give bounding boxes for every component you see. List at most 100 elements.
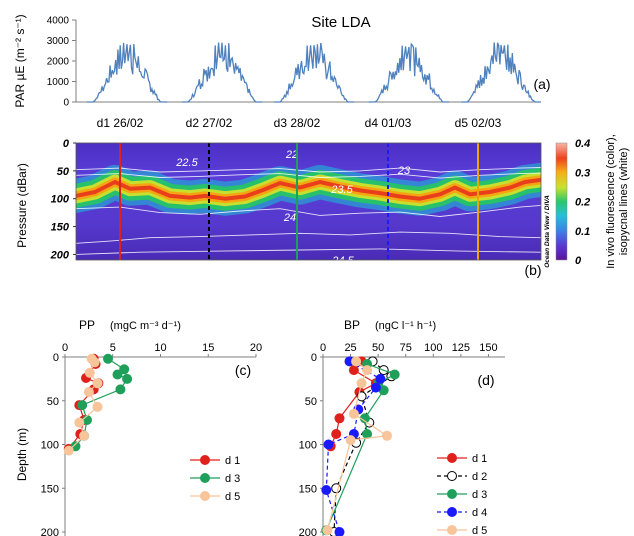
data-point <box>351 356 362 367</box>
x-tick-label: 50 <box>372 342 384 354</box>
legend-marker <box>200 455 210 465</box>
data-point <box>348 408 359 419</box>
y-tick-label: 2000 <box>47 57 70 68</box>
y-tick-label: 100 <box>299 440 317 452</box>
legend-label: d 1 <box>472 453 487 465</box>
colorbar-tick-label: 0.1 <box>575 226 590 238</box>
data-point <box>112 369 123 380</box>
par-panel: 0 1000 2000 3000 4000 PAR µE (m⁻² s⁻¹) (a) <box>13 14 551 108</box>
par-day-curve <box>461 42 541 103</box>
legend-marker <box>447 525 457 535</box>
y-axis-label: PAR µE (m⁻² s⁻¹) <box>13 14 27 107</box>
data-point <box>389 369 400 380</box>
data-point <box>362 429 373 439</box>
y-tick-label: 100 <box>51 194 70 206</box>
day-marker-label: d1 26/02 <box>97 116 144 130</box>
isopycnal-line <box>76 231 541 244</box>
colorbar-tick-label: 0.4 <box>575 138 590 150</box>
y-tick-label: 200 <box>41 527 59 536</box>
data-point <box>74 417 85 428</box>
data-point <box>382 430 392 441</box>
y-tick-label: 3000 <box>47 36 70 47</box>
legend-marker <box>447 453 457 463</box>
par-day-curve <box>87 42 167 103</box>
data-point <box>77 400 88 411</box>
y-tick-label: 50 <box>47 396 59 408</box>
day-marker-label: d2 27/02 <box>186 116 233 130</box>
x-axis-title: BP <box>344 318 360 332</box>
x-tick-label: 10 <box>154 342 166 354</box>
data-point <box>84 367 95 378</box>
data-point <box>348 365 359 376</box>
watermark-label: Ocean Data View / DIVA <box>544 195 551 268</box>
isopycnal-line <box>76 167 541 173</box>
data-point <box>356 378 367 389</box>
y-tick-label: 4000 <box>47 16 70 27</box>
isopycnal-label: 23 <box>397 165 411 177</box>
y-tick-label: 0 <box>63 98 69 109</box>
legend-marker <box>200 491 210 501</box>
fluorescence-section-panel: 22.5 22 23.5 23 24 24.5 d1 26/02 d2 27/02 d3 28/… <box>15 116 630 278</box>
data-point <box>375 373 386 384</box>
data-point <box>83 387 94 397</box>
x-tick-label: 5 <box>110 342 116 354</box>
data-point <box>334 413 345 424</box>
legend-label: d 2 <box>472 471 487 483</box>
data-point <box>345 435 356 446</box>
legend-marker <box>447 507 457 517</box>
panel-label: (a) <box>533 76 550 92</box>
data-point <box>323 439 334 450</box>
x-axis-units: (mgC m⁻³ d⁻¹) <box>110 320 181 332</box>
y-tick-label: 150 <box>41 483 59 495</box>
y-tick-label: 0 <box>53 352 59 364</box>
data-point <box>79 430 90 441</box>
y-axis-label: Depth (m) <box>15 428 29 481</box>
data-point <box>119 364 130 375</box>
day-marker-label: d3 28/02 <box>274 116 321 130</box>
legend-label: d 4 <box>472 507 487 519</box>
x-tick-label: 0 <box>62 342 68 354</box>
y-tick-label: 150 <box>299 483 317 495</box>
par-day-curve <box>182 42 262 103</box>
data-point <box>63 445 74 456</box>
isopycnal-line <box>76 172 541 179</box>
x-tick-label: 0 <box>320 342 326 354</box>
par-day-curve <box>274 43 354 103</box>
x-tick-label: 20 <box>250 342 262 354</box>
data-point <box>92 378 103 389</box>
legend-marker <box>200 473 210 483</box>
y-tick-label: 0 <box>63 138 70 150</box>
legend-label: d 5 <box>472 525 487 536</box>
y-tick-label: 200 <box>50 249 70 261</box>
data-point <box>92 401 103 412</box>
colorbar <box>555 142 568 261</box>
legend-label: d 5 <box>225 491 240 503</box>
y-tick-label: 150 <box>51 222 70 234</box>
data-point <box>115 384 126 395</box>
day-marker-label: d5 02/03 <box>455 116 502 130</box>
colorbar-label-line2: isopycnal lines (white) <box>618 148 630 256</box>
fluorescence-band <box>76 177 541 201</box>
data-point <box>322 525 333 536</box>
y-tick-label: 200 <box>299 527 317 536</box>
data-point <box>103 353 113 364</box>
isopycnal-label: 23.5 <box>330 184 353 196</box>
y-tick-label: 50 <box>57 166 70 178</box>
y-tick-label: 50 <box>305 396 317 408</box>
data-point <box>331 429 342 439</box>
heatmap-layers: 22.5 22 23.5 23 24 24.5 <box>76 149 541 260</box>
data-point <box>362 365 373 376</box>
legend-marker <box>447 489 457 499</box>
legend-label: d 3 <box>225 473 240 485</box>
x-tick-label: 25 <box>344 342 356 354</box>
colorbar-tick-label: 0 <box>575 255 582 267</box>
x-tick-label: 100 <box>424 342 442 354</box>
data-point <box>122 373 133 384</box>
isopycnal-line <box>76 204 541 217</box>
data-point <box>89 357 100 368</box>
bacterial-production-panel: 0 25 50 75 100 125 150 0 50 100 150 200 BP (ngC l⁻¹ h… <box>299 318 505 536</box>
colorbar-tick-label: 0.3 <box>575 167 590 179</box>
x-tick-label: 150 <box>479 342 497 354</box>
